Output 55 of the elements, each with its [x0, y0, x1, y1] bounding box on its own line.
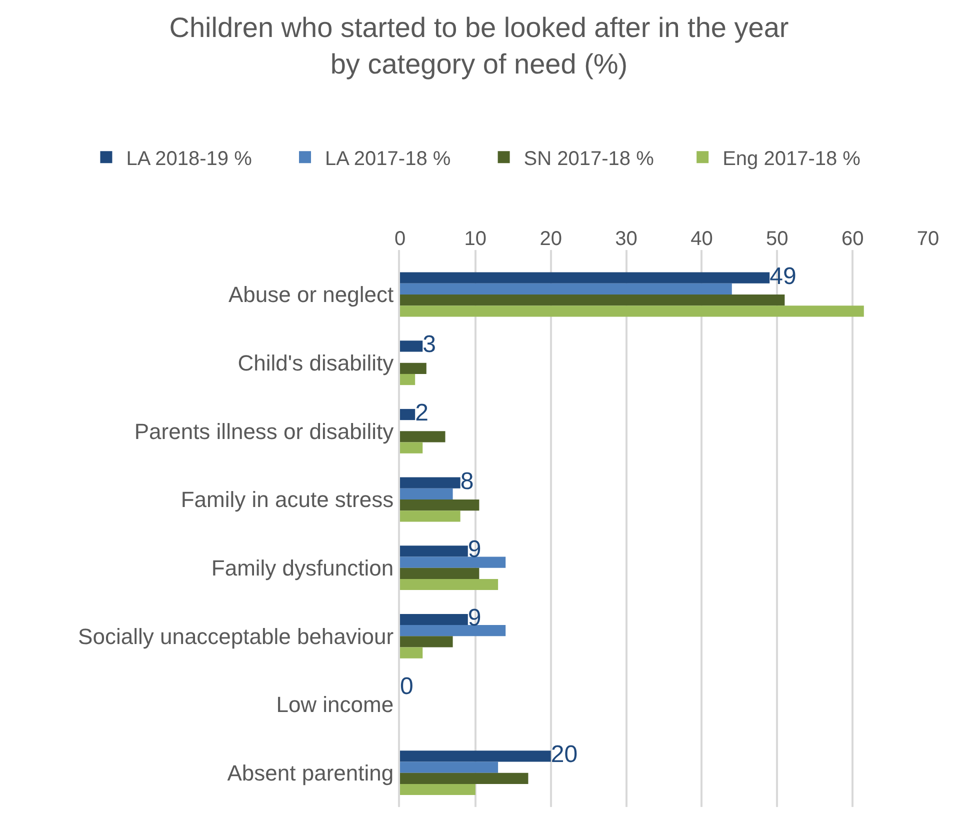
data-label: 9 [468, 604, 482, 632]
y-tick-label: Socially unacceptable behaviour [78, 624, 394, 649]
bar [400, 306, 864, 317]
y-tick-label: Absent parenting [227, 760, 394, 786]
y-tick-label: Family dysfunction [211, 556, 394, 581]
bar [400, 442, 423, 454]
bar [400, 510, 460, 522]
bar [400, 556, 506, 568]
bar [400, 408, 416, 420]
bar [400, 500, 480, 511]
x-tick-label: 40 [690, 228, 713, 250]
bar [400, 750, 551, 762]
bar [400, 272, 770, 284]
x-tick-label: 0 [394, 228, 406, 250]
bar [400, 784, 476, 796]
x-tick-label: 50 [766, 228, 788, 250]
bar [400, 762, 498, 773]
bar [400, 614, 468, 626]
y-tick-label: Parents illness or disability [134, 418, 394, 444]
chart-title: Children who started to be looked after in the year by category of need (%) [169, 12, 789, 80]
x-tick-label: 20 [540, 228, 562, 250]
bar [400, 625, 506, 636]
legend-label: SN 2017-18 % [524, 148, 654, 170]
bar [400, 374, 416, 386]
data-label: 0 [400, 672, 414, 700]
x-tick-label: 60 [841, 228, 864, 250]
bar [400, 546, 468, 557]
bar [400, 431, 446, 442]
data-label: 49 [770, 262, 796, 290]
y-tick-label: Child's disability [238, 350, 394, 376]
bar [400, 568, 480, 579]
data-label: 2 [415, 400, 428, 427]
y-tick-label: Family in acute stress [180, 487, 394, 512]
bar [400, 578, 498, 590]
legend-label: LA 2018-19 % [126, 148, 252, 170]
bar [400, 294, 785, 306]
bar [400, 283, 732, 295]
bar [400, 340, 423, 352]
y-tick-label: Abuse or neglect [228, 282, 394, 308]
bar [400, 772, 528, 784]
data-label: 9 [468, 536, 482, 564]
bar [400, 647, 423, 658]
legend-label: LA 2017-18 % [325, 148, 451, 170]
x-tick-label: 70 [916, 228, 940, 250]
legend-label: Eng 2017-18 % [722, 148, 861, 170]
y-tick-label: Low income [276, 692, 394, 718]
bar [400, 488, 453, 500]
x-tick-label: 10 [464, 228, 487, 250]
x-tick-label: 30 [615, 228, 638, 250]
bar [400, 636, 453, 648]
bar [400, 362, 426, 374]
data-label: 3 [422, 331, 436, 358]
data-label: 20 [550, 741, 578, 768]
bar [400, 477, 460, 488]
data-label: 8 [460, 468, 474, 495]
